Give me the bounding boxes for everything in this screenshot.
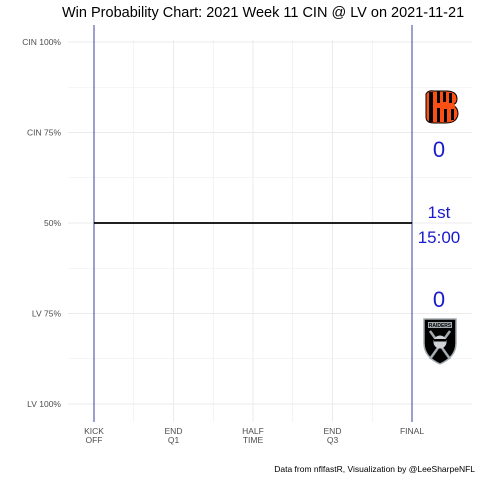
clock-label: 15:00 (418, 228, 461, 247)
grid (68, 40, 472, 422)
quarter-label: 1st (428, 203, 451, 222)
x-tick-label: END (324, 426, 342, 436)
chart-title: Win Probability Chart: 2021 Week 11 CIN … (62, 5, 464, 21)
x-tick-label: HALF (242, 426, 264, 436)
y-tick-label: 50% (44, 218, 61, 228)
home-score: 0 (433, 287, 445, 312)
raiders-logo: RAIDERS (423, 318, 457, 365)
bengals-logo (425, 90, 459, 124)
x-tick-label: KICK (84, 426, 104, 436)
y-tick-label: LV 75% (32, 309, 62, 319)
y-axis: CIN 100% CIN 75% 50% LV 75% LV 100% (22, 37, 61, 409)
x-tick-label: TIME (243, 435, 264, 445)
x-tick-label: END (165, 426, 183, 436)
x-tick-label: Q3 (327, 435, 339, 445)
chart-caption: Data from nflfastR, Visualization by @Le… (274, 464, 475, 474)
y-tick-label: CIN 75% (27, 128, 61, 138)
svg-text:RAIDERS: RAIDERS (429, 323, 452, 329)
y-tick-label: LV 100% (27, 399, 61, 409)
away-score: 0 (433, 137, 445, 162)
y-tick-label: CIN 100% (22, 37, 61, 47)
x-tick-label: OFF (86, 435, 103, 445)
x-tick-label: Q1 (168, 435, 180, 445)
x-tick-label: FINAL (400, 426, 424, 436)
